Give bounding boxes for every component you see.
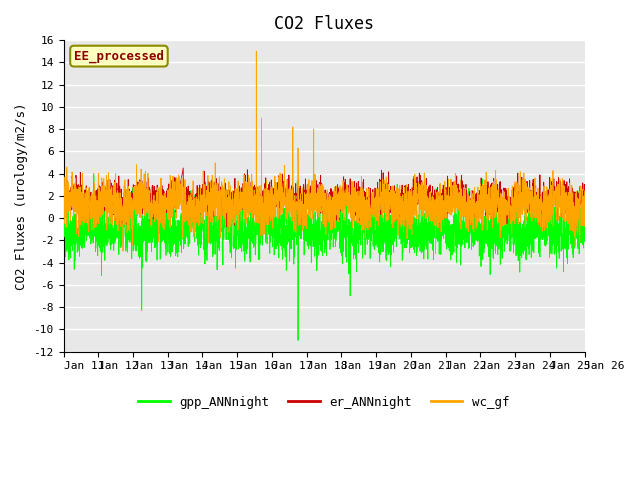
- Y-axis label: CO2 Fluxes (urology/m2/s): CO2 Fluxes (urology/m2/s): [15, 102, 28, 289]
- Title: CO2 Fluxes: CO2 Fluxes: [274, 15, 374, 33]
- Text: EE_processed: EE_processed: [74, 49, 164, 63]
- Legend: gpp_ANNnight, er_ANNnight, wc_gf: gpp_ANNnight, er_ANNnight, wc_gf: [133, 391, 515, 414]
